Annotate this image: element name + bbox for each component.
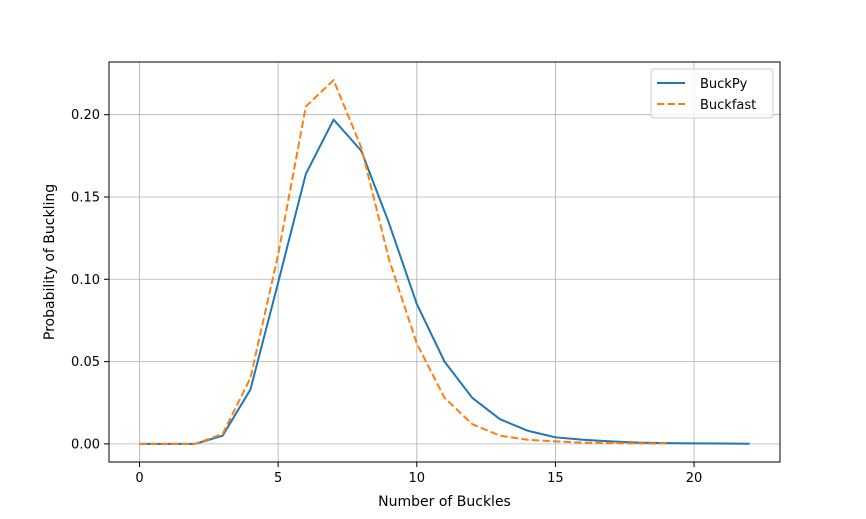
y-tick-label: 0.20 (71, 108, 100, 123)
y-tick-label: 0.00 (71, 437, 100, 452)
y-tick-label: 0.10 (71, 273, 100, 288)
y-axis-label: Probability of Buckling (42, 184, 58, 340)
series-line-buckfast (139, 79, 667, 445)
legend-box (650, 68, 774, 119)
x-tick-label: 15 (547, 471, 564, 486)
series-line-buckpy (139, 118, 750, 445)
x-tick-label: 10 (408, 471, 425, 486)
legend-label-buckfast: Buckfast (700, 98, 756, 113)
series-layer (139, 79, 750, 445)
x-axis-label: Number of Buckles (378, 494, 511, 510)
y-tick-label: 0.15 (71, 190, 100, 205)
x-tick-label: 0 (135, 471, 143, 486)
legend: BuckPy Buckfast (650, 68, 774, 119)
y-tick-label: 0.05 (71, 355, 100, 370)
plot-frame (108, 61, 781, 463)
x-tick-label: 5 (274, 471, 282, 486)
legend-label-buckpy: BuckPy (700, 77, 748, 92)
ticks: 0 5 10 15 20 0.00 0.05 0.10 0.15 0.20 (71, 108, 702, 486)
x-tick-label: 20 (686, 471, 703, 486)
